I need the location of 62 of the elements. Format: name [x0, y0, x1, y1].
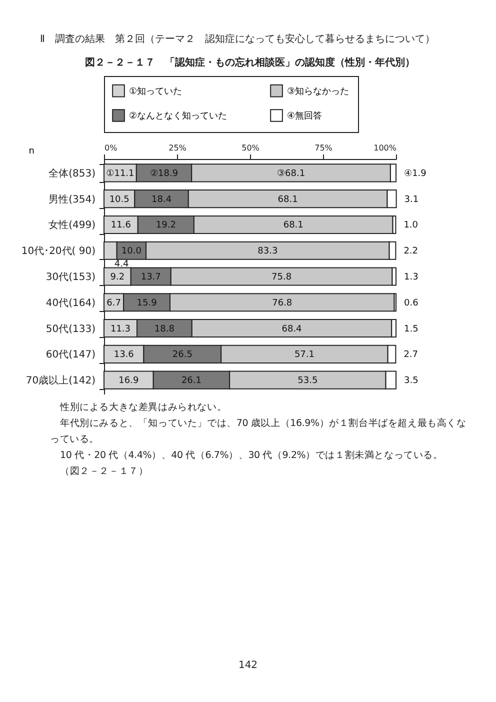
data-label: ③68.1	[276, 168, 306, 179]
data-label: 53.5	[298, 376, 318, 386]
x-tick-label: 0%	[104, 144, 118, 152]
y-tick-label: 全体(853)	[48, 167, 96, 180]
y-tick-label: 40代(164)	[46, 298, 96, 309]
data-label: 26.1	[181, 376, 202, 386]
y-tick-label: 70歳以上(142)	[26, 374, 96, 387]
data-label: 11.3	[110, 324, 131, 334]
y-tick-label: 60代(147)	[46, 350, 96, 361]
y-axis-title: n	[28, 146, 34, 156]
text: 年代別にみると、「知っていた」では、70 歳以上（16.9%）が１割台半ばを超え最も高くなっている。	[50, 417, 468, 447]
data-label: 68.1	[278, 194, 298, 205]
data-label: ①11.1	[106, 168, 134, 179]
x-tick-label: 50%	[242, 144, 260, 152]
x-tick-label: 100%	[374, 144, 397, 152]
y-tick-label: 50代(133)	[46, 324, 96, 335]
chart-title: 図２－２－１７ 「認知症・もの忘れ相談医」の認知度（性別・年代別）	[85, 56, 415, 68]
data-label: 18.4	[152, 194, 172, 205]
legend-label: ④無回答	[287, 110, 322, 122]
data-label: 6.7	[106, 298, 121, 308]
data-label: 3.5	[404, 376, 418, 386]
x-tick-label: 75%	[314, 144, 333, 152]
data-label: 11.6	[110, 220, 132, 231]
text: 性別による大きな差異はみられない。	[58, 401, 228, 415]
text: 10 代・20 代（4.4%）、40 代（6.7%）、30 代（9.2%）では１割未満となっている。	[59, 449, 444, 463]
data-label: ②18.9	[150, 168, 178, 179]
text: Ⅱ 調査の結果 第２回（テーマ２ 認知症になっても安心して暮らせるまちについて）	[40, 32, 435, 46]
y-tick-label: 男性(354)	[48, 193, 96, 206]
data-label: 2.7	[404, 350, 418, 360]
data-label: 16.9	[118, 376, 139, 386]
y-tick-label: 女性(499)	[48, 219, 96, 232]
data-label: 1.0	[404, 220, 418, 231]
y-tick-label: 30代(153)	[46, 272, 96, 283]
y-tick-label: 10代･20代( 90)	[21, 246, 96, 258]
data-label: 13.7	[140, 272, 161, 282]
data-label: 75.8	[272, 272, 292, 282]
data-label: 0.6	[404, 298, 419, 308]
data-label: 1.5	[404, 324, 418, 334]
data-label: 4.4	[114, 260, 130, 270]
data-label: 68.4	[282, 324, 302, 334]
data-label: 13.6	[114, 350, 134, 360]
data-label: 15.9	[136, 298, 158, 308]
data-label: 83.3	[258, 246, 278, 257]
legend-label: ②なんとなく知っていた	[129, 110, 228, 122]
data-label: 68.1	[283, 220, 304, 231]
data-label: 9.2	[110, 272, 125, 282]
data-label: 18.8	[154, 324, 175, 334]
data-label: 26.5	[172, 350, 192, 360]
data-label: 2.2	[404, 246, 418, 257]
data-label: 10.0	[121, 246, 142, 257]
text: 142	[237, 660, 259, 671]
data-label: 10.5	[109, 194, 130, 205]
text: （図２－２－１７）	[59, 465, 150, 479]
data-label: 57.1	[294, 350, 314, 360]
data-label: 1.3	[404, 272, 418, 282]
legend-label: ③知らなかった	[287, 86, 350, 97]
data-label: 19.2	[156, 220, 176, 231]
x-tick-label: 25%	[168, 144, 187, 152]
legend-label: ①知っていた	[129, 86, 182, 97]
data-label: ④1.9	[404, 168, 427, 179]
data-label: 3.1	[404, 194, 419, 205]
data-label: 76.8	[272, 298, 292, 308]
